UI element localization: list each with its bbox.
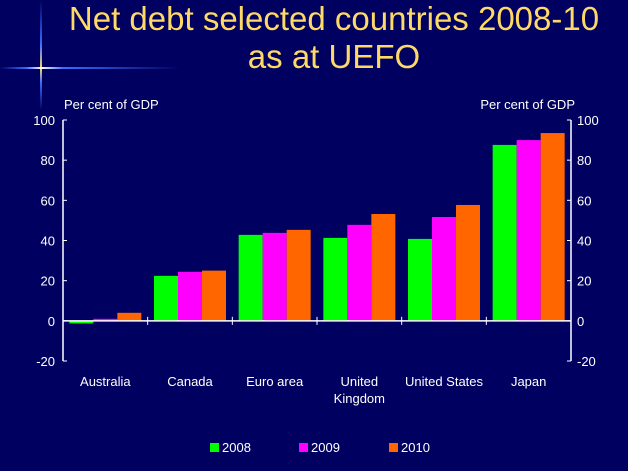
bar-2008-euro-area: [238, 234, 263, 321]
x-category-label: Euro area: [246, 374, 304, 389]
decorative-flare: [0, 67, 180, 69]
y-axis-label-right: Per cent of GDP: [480, 97, 575, 112]
x-category-label: Kingdom: [334, 391, 385, 406]
x-category-label: United: [341, 374, 379, 389]
legend-swatch-2009: [299, 443, 308, 452]
bar-2008-japan: [492, 144, 517, 321]
y-tick-label-right: 20: [577, 274, 591, 289]
title-line-1: Net debt selected countries 2008-10: [68, 0, 600, 37]
bar-2008-canada: [154, 275, 178, 321]
y-tick-label-left: 60: [41, 193, 55, 208]
x-category-label: Australia: [80, 374, 131, 389]
decorative-flare: [40, 0, 42, 110]
y-tick-label-right: 80: [577, 153, 591, 168]
y-tick-label-right: 100: [577, 113, 599, 128]
bar-2009-japan: [516, 140, 541, 321]
y-tick-label-left: -20: [36, 354, 55, 369]
y-tick-label-left: 80: [41, 153, 55, 168]
y-tick-label-left: 40: [41, 234, 55, 249]
legend-swatch-2008: [210, 443, 219, 452]
legend-label-2010: 2010: [401, 440, 430, 455]
bar-2010-canada: [202, 270, 226, 321]
y-tick-label-left: 20: [41, 274, 55, 289]
y-tick-label-right: 60: [577, 193, 591, 208]
legend-label-2009: 2009: [311, 440, 340, 455]
chart-title: Net debt selected countries 2008-10 as a…: [40, 0, 628, 76]
bar-2010-united-kingdom: [371, 213, 396, 321]
y-tick-label-left: 100: [33, 113, 55, 128]
legend-label-2008: 2008: [222, 440, 251, 455]
bar-2009-australia: [93, 318, 118, 321]
bar-2010-euro-area: [286, 229, 311, 321]
bar-2009-canada: [178, 271, 202, 321]
bar-2010-australia: [117, 312, 142, 321]
bar-2010-japan: [540, 133, 565, 321]
y-tick-label-right: 40: [577, 234, 591, 249]
y-tick-label-right: -20: [577, 354, 596, 369]
bar-2008-australia: [69, 320, 94, 324]
y-tick-label-left: 0: [48, 314, 55, 329]
bar-2008-united-states: [408, 238, 432, 321]
bar-2010-united-states: [456, 204, 480, 321]
y-tick-label-right: 0: [577, 314, 584, 329]
x-category-label: Japan: [511, 374, 546, 389]
legend-swatch-2010: [389, 443, 398, 452]
bar-2009-euro-area: [262, 232, 287, 321]
x-category-label: Canada: [167, 374, 213, 389]
bar-2008-united-kingdom: [323, 237, 348, 321]
y-axis-label-left: Per cent of GDP: [64, 97, 159, 112]
x-category-label: United States: [405, 374, 484, 389]
bar-2009-united-kingdom: [347, 224, 372, 321]
title-line-2: as at UEFO: [247, 38, 421, 75]
bar-2009-united-states: [432, 217, 456, 321]
